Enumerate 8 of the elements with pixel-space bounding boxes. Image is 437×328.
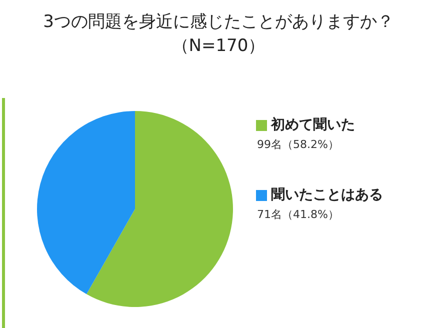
pie-slice	[37, 111, 135, 294]
pie-slice	[86, 111, 233, 307]
legend-label: 初めて聞いた	[271, 116, 355, 134]
chart-subtitle: （N=170）	[170, 35, 266, 58]
data-label: 71名（41.8%）	[257, 207, 340, 222]
chart-title: 3つの問題を身近に感じたことがありますか？	[42, 11, 395, 34]
legend-label: 聞いたことはある	[271, 186, 383, 204]
data-label: 99名（58.2%）	[257, 137, 340, 152]
